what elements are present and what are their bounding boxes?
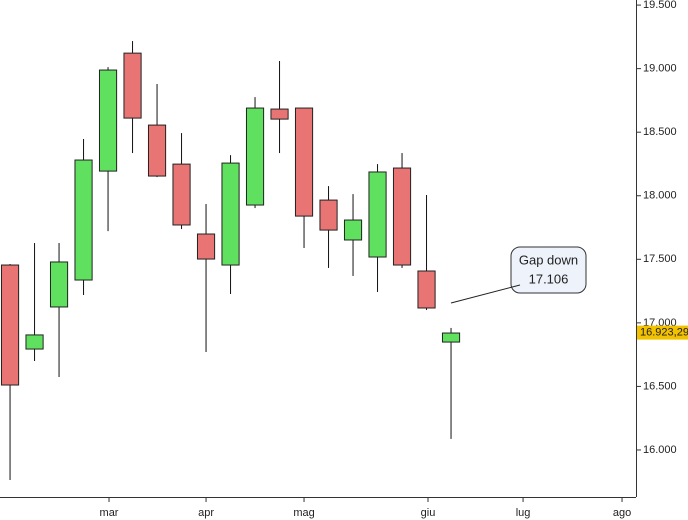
x-tick-label: lug [516,507,531,519]
y-tick-label: 16.500 [643,380,677,392]
y-tick-label: 19.500 [643,0,677,11]
x-tick-label: giu [421,507,436,519]
callout-box [510,246,587,294]
candle-body [417,270,436,309]
callout-pointer [450,284,521,304]
callout-text: 17.106 [529,271,569,286]
x-tick-label: apr [198,507,214,519]
x-tick-label: mag [293,507,314,519]
candle-body [147,124,167,177]
x-tick-label: mar [100,507,119,519]
candle-body [221,162,240,266]
candle-body [0,264,20,386]
candle-body [74,159,93,281]
candle-body [368,171,387,258]
x-tick-label: ago [613,507,631,519]
candle-body [123,52,142,119]
y-tick-label: 17.500 [643,253,677,265]
last-price-box [637,325,688,340]
candle-body [245,107,265,206]
candle-body [441,332,461,343]
y-tick-label: 16.000 [643,444,677,456]
candle-body [294,107,314,217]
candle-body [172,163,191,226]
candle-body [49,261,69,308]
y-tick-label: 18.000 [643,190,677,202]
candle-body [343,219,363,241]
candle-body [98,69,118,172]
candle-body [392,167,412,266]
candle-body [196,233,216,260]
y-tick-label: 19.000 [643,63,677,75]
candle-body [319,199,338,231]
candle-body [270,108,289,120]
callout-text: Gap down [519,252,578,267]
last-price-label: 16.923,29 [640,327,688,339]
candle-body [25,334,44,350]
y-tick-label: 18.500 [643,126,677,138]
